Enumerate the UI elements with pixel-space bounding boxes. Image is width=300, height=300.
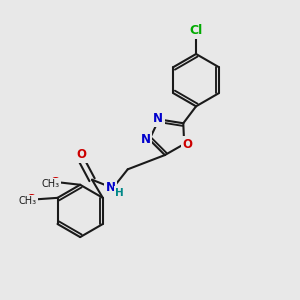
Text: CH₃: CH₃ <box>41 179 60 189</box>
Text: N: N <box>141 133 151 146</box>
Text: CH₃: CH₃ <box>18 196 36 206</box>
Text: N: N <box>106 181 116 194</box>
Text: O: O <box>76 148 87 161</box>
Text: H: H <box>115 188 124 197</box>
Text: O: O <box>50 177 60 188</box>
Text: Cl: Cl <box>189 24 203 37</box>
Text: O: O <box>183 138 193 151</box>
Text: N: N <box>153 112 163 125</box>
Text: O: O <box>27 194 36 204</box>
